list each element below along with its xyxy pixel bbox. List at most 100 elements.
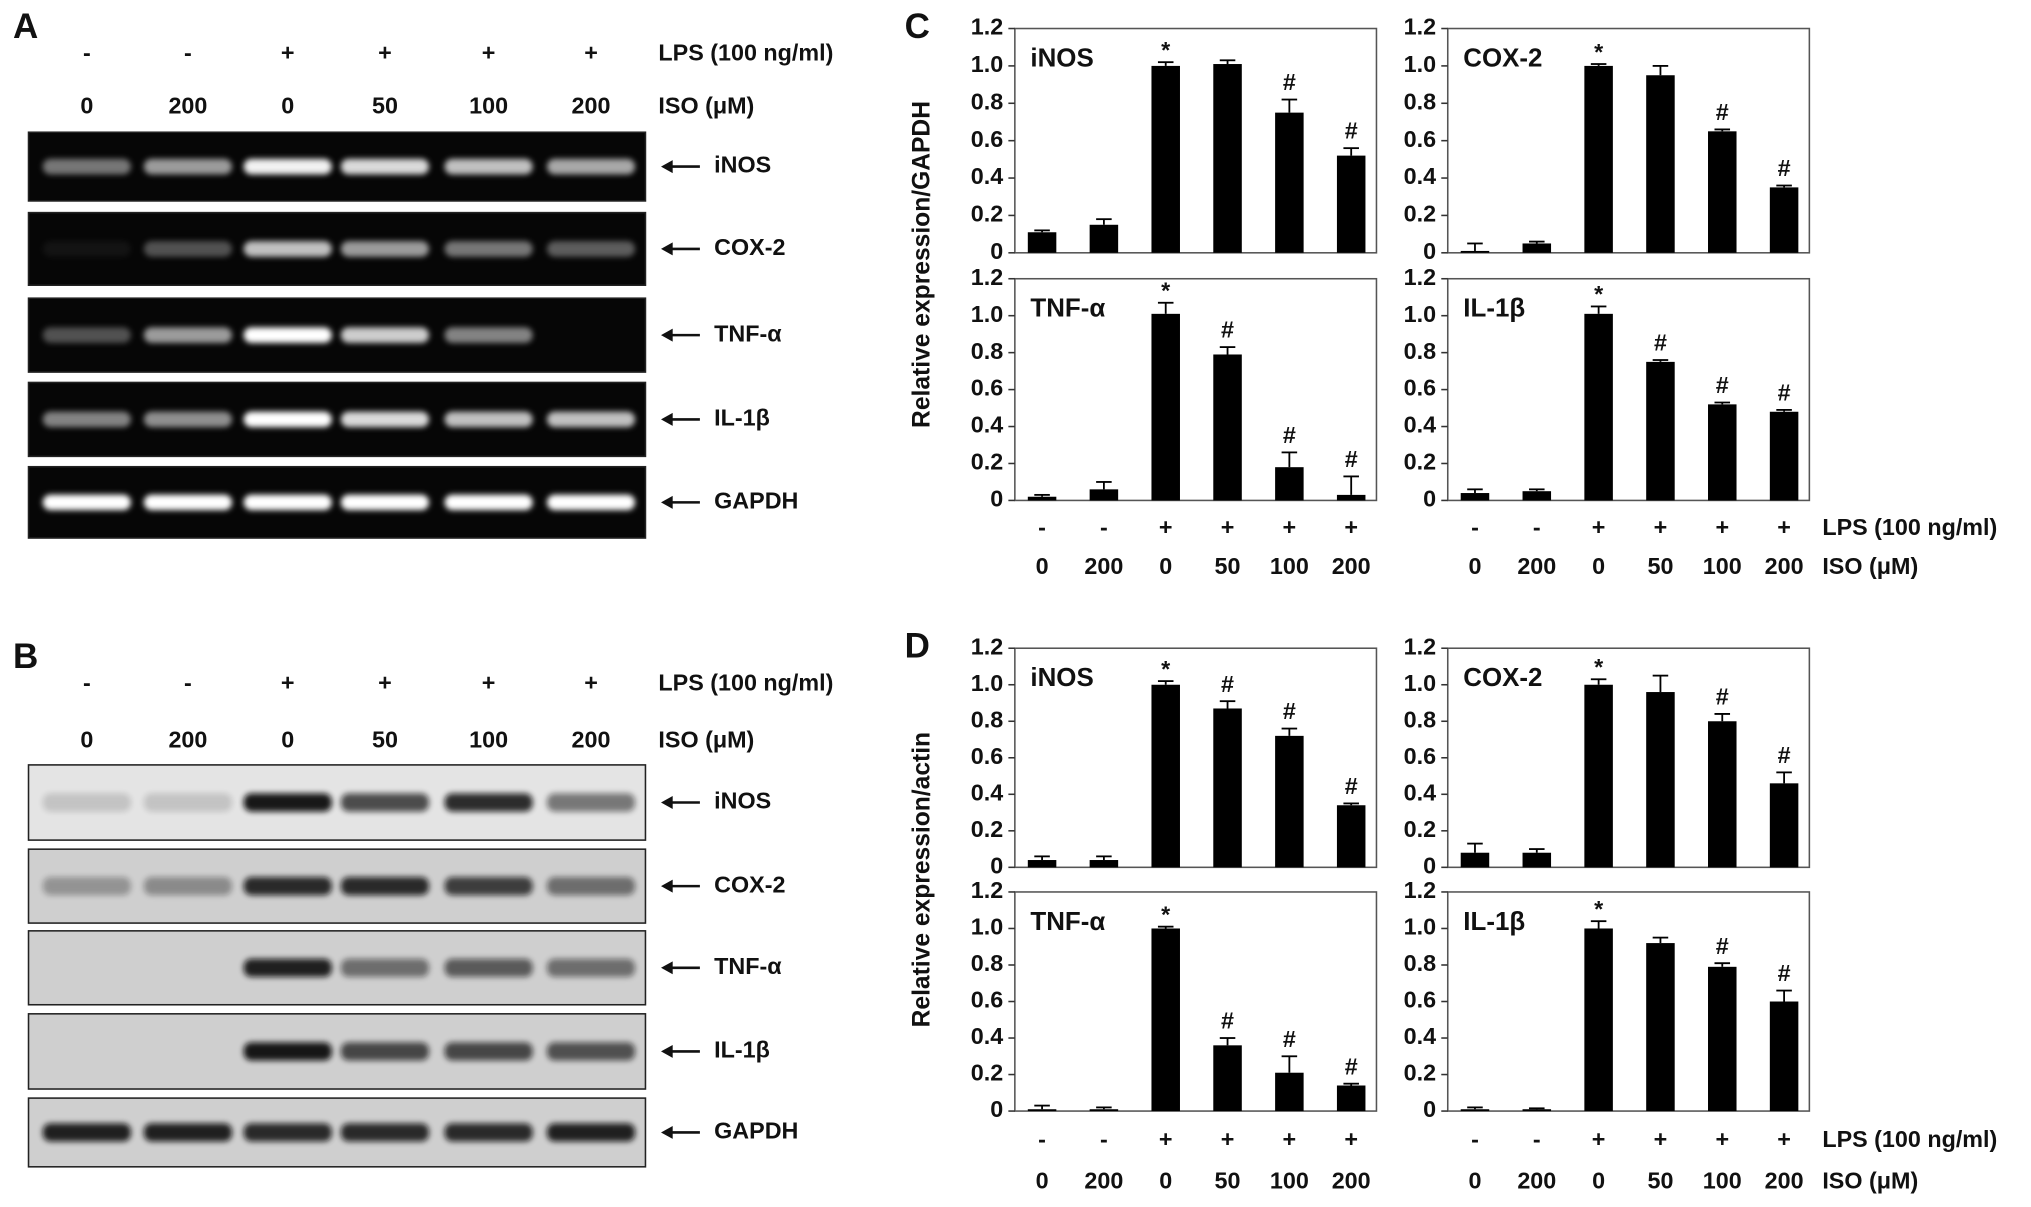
bar: [1275, 735, 1304, 868]
y-tick-label: 1.0: [971, 670, 1003, 696]
lps-sign: -: [1533, 1126, 1541, 1152]
lps-sign: +: [1344, 514, 1358, 540]
bar: [1460, 250, 1490, 253]
gel-band: [546, 241, 636, 257]
subplot-title: iNOS: [1030, 664, 1093, 692]
iso-dose: 0: [281, 727, 294, 753]
lps-sign: -: [83, 670, 91, 696]
gel-band: [243, 327, 332, 343]
y-tick-label: 1.0: [1404, 914, 1436, 940]
band-label: COX-2: [714, 234, 785, 260]
lps-sign: -: [1471, 514, 1479, 540]
lps-sign: +: [1283, 1126, 1297, 1152]
y-tick-label: 1.0: [971, 51, 1003, 77]
gel-band: [340, 327, 430, 343]
gel-band: [143, 877, 233, 896]
iso-dose: 200: [572, 727, 611, 753]
y-tick-label: 0.2: [1404, 1060, 1436, 1086]
lps-label: LPS (100 ng/ml): [658, 670, 833, 696]
bar: [1151, 684, 1180, 868]
gel-band: [340, 494, 430, 511]
lps-sign: +: [1715, 514, 1729, 540]
gel-band: [42, 1123, 131, 1142]
significance-mark: #: [1716, 933, 1729, 959]
y-tick-label: 0.6: [971, 126, 1003, 152]
gel-band: [42, 158, 131, 175]
y-tick-label: 0.6: [1404, 987, 1436, 1013]
bar: [1584, 684, 1613, 868]
lps-sign: +: [1344, 1126, 1358, 1152]
panel-letter: B: [13, 637, 38, 676]
bar: [1769, 1001, 1799, 1112]
bar: [1089, 860, 1119, 868]
gel-band: [546, 158, 636, 175]
gel-strip: [27, 848, 647, 924]
gel-strip: [27, 211, 647, 286]
significance-mark: #: [1283, 422, 1296, 448]
bar: [1646, 692, 1675, 868]
significance-mark: *: [1161, 37, 1171, 63]
bar: [1708, 721, 1737, 868]
gel-band: [444, 1042, 533, 1061]
lps-sign: -: [1533, 514, 1541, 540]
gel-band: [243, 494, 332, 511]
significance-mark: *: [1594, 896, 1604, 922]
y-tick-label: 0.8: [971, 706, 1003, 732]
arrow-head: [661, 242, 673, 256]
y-tick-label: 0: [990, 238, 1003, 264]
gel-band: [444, 793, 533, 812]
band-label: iNOS: [714, 788, 771, 814]
bar: [1336, 494, 1366, 501]
y-tick-label: 0: [1423, 486, 1436, 512]
bar: [1151, 65, 1180, 253]
arrow-head: [661, 160, 673, 174]
x-tick-label: 200: [1332, 1168, 1371, 1194]
y-tick-label: 1.2: [1404, 877, 1436, 903]
band-label: IL-1β: [714, 405, 770, 431]
x-tick-label: 0: [1468, 553, 1481, 579]
lps-sign: +: [1221, 1126, 1235, 1152]
x-tick-label: 0: [1468, 1168, 1481, 1194]
gel-band: [546, 1123, 636, 1142]
y-tick-label: 1.2: [1404, 264, 1436, 290]
bar: [1708, 404, 1737, 501]
significance-mark: #: [1283, 698, 1296, 724]
lps-sign: +: [281, 40, 295, 66]
lps-sign: +: [584, 670, 598, 696]
gel-band: [143, 411, 233, 428]
gel-band: [42, 241, 131, 257]
lps-sign: +: [378, 40, 392, 66]
band-label: COX-2: [714, 871, 785, 897]
significance-mark: #: [1283, 1026, 1296, 1052]
gel-band: [42, 494, 131, 511]
significance-mark: #: [1716, 372, 1729, 398]
y-tick-label: 1.2: [971, 877, 1003, 903]
bar: [1769, 187, 1799, 253]
y-tick-label: 0.6: [971, 743, 1003, 769]
gel-band: [340, 1042, 430, 1061]
iso-label: ISO (μM): [1822, 553, 1918, 579]
gel-band: [546, 877, 636, 896]
bar: [1275, 467, 1304, 501]
bar: [1275, 1072, 1304, 1112]
lps-sign: +: [1654, 514, 1668, 540]
subplot-title: TNF-α: [1030, 908, 1105, 936]
gel-band: [143, 1123, 233, 1142]
y-tick-label: 0: [1423, 238, 1436, 264]
bar: [1213, 1045, 1242, 1112]
arrow-head: [661, 796, 673, 809]
lps-sign: -: [1038, 514, 1046, 540]
iso-dose: 0: [80, 93, 93, 119]
lps-label: LPS (100 ng/ml): [1822, 514, 1997, 540]
gel-band: [243, 958, 332, 977]
significance-mark: #: [1221, 671, 1234, 697]
significance-mark: #: [1345, 446, 1358, 472]
x-tick-label: 0: [1592, 1168, 1605, 1194]
y-tick-label: 1.2: [971, 633, 1003, 659]
bar: [1769, 411, 1799, 501]
lps-label: LPS (100 ng/ml): [1822, 1126, 1997, 1152]
bar: [1522, 1109, 1552, 1112]
subplot-title: IL-1β: [1463, 295, 1525, 323]
bar: [1213, 354, 1242, 501]
significance-mark: #: [1778, 155, 1791, 181]
